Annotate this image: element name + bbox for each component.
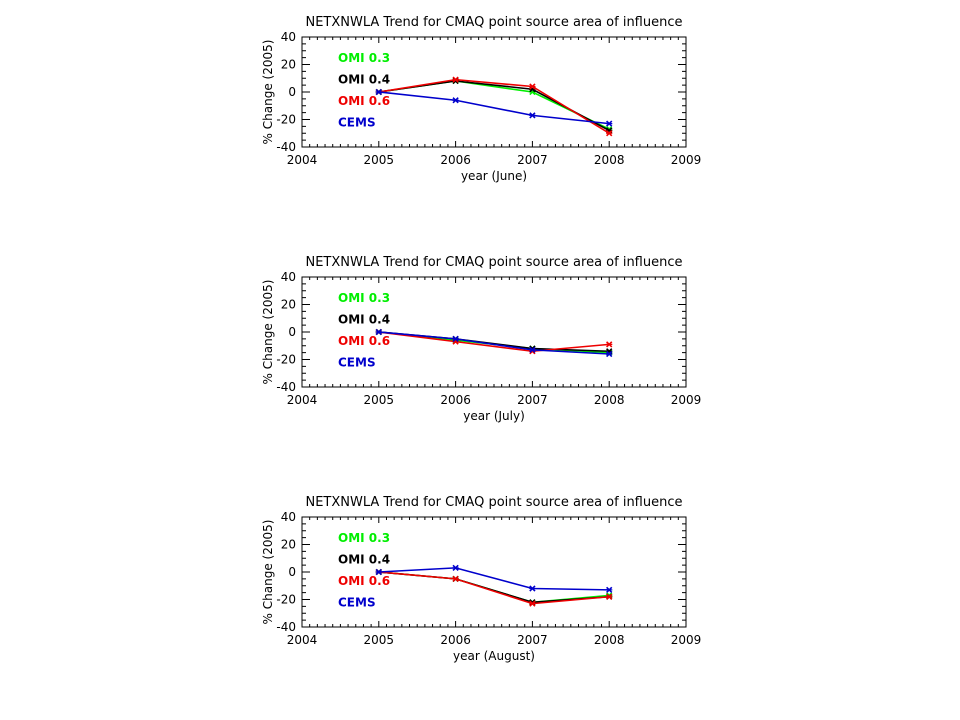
y-tick-label: -20 (276, 113, 296, 127)
legend-entry: OMI 0.4 (338, 313, 390, 327)
y-axis-label: % Change (2005) (261, 40, 275, 145)
y-tick-label: 20 (281, 538, 296, 552)
chart-title: NETXNWLA Trend for CMAQ point source are… (305, 255, 682, 270)
x-tick-label: 2004 (287, 393, 318, 407)
y-tick-label: -20 (276, 593, 296, 607)
y-tick-label: 0 (288, 85, 296, 99)
x-tick-label: 2009 (671, 393, 702, 407)
legend-entry: OMI 0.6 (338, 334, 390, 348)
x-tick-label: 2006 (440, 633, 471, 647)
x-tick-label: 2005 (364, 633, 395, 647)
series-line-cems (378, 91, 610, 125)
x-tick-label: 2005 (364, 153, 395, 167)
y-tick-label: 40 (281, 270, 296, 284)
chart-1: NETXNWLA Trend for CMAQ point source are… (261, 15, 701, 183)
y-tick-label: 40 (281, 30, 296, 44)
y-tick-label: 0 (288, 325, 296, 339)
y-tick-label: -40 (276, 140, 296, 154)
legend-entry: CEMS (338, 116, 376, 130)
data-point (375, 88, 382, 96)
x-tick-label: 2008 (594, 633, 625, 647)
data-point (606, 341, 613, 348)
y-tick-label: 20 (281, 298, 296, 312)
x-axis-label: year (August) (453, 649, 535, 663)
legend-entry: CEMS (338, 596, 376, 610)
data-point (606, 120, 613, 127)
data-point (452, 564, 459, 572)
x-tick-label: 2007 (517, 393, 548, 407)
y-tick-label: -40 (276, 620, 296, 634)
data-point (529, 346, 536, 354)
y-axis-label: % Change (2005) (261, 280, 275, 385)
legend-entry: OMI 0.4 (338, 553, 390, 567)
data-point (452, 97, 459, 104)
series-line-omi-0-3 (378, 571, 610, 604)
y-tick-label: 20 (281, 58, 296, 72)
data-point (606, 593, 613, 600)
legend-entry: OMI 0.4 (338, 73, 390, 87)
x-tick-label: 2009 (671, 153, 702, 167)
x-tick-label: 2004 (287, 153, 318, 167)
x-tick-label: 2004 (287, 633, 318, 647)
y-tick-label: 0 (288, 565, 296, 579)
x-tick-label: 2007 (517, 153, 548, 167)
series-line-omi-0-6 (378, 571, 610, 605)
x-axis-label: year (June) (461, 169, 527, 183)
legend-entry: OMI 0.3 (338, 51, 390, 65)
data-point (452, 76, 459, 83)
y-tick-label: -40 (276, 380, 296, 394)
x-tick-label: 2006 (440, 153, 471, 167)
data-point (529, 112, 536, 119)
chart-3: NETXNWLA Trend for CMAQ point source are… (261, 495, 701, 663)
x-tick-label: 2005 (364, 393, 395, 407)
series-line-cems (378, 567, 610, 591)
x-axis-label: year (July) (463, 409, 525, 423)
data-point (606, 130, 613, 137)
x-tick-label: 2008 (594, 393, 625, 407)
data-point (529, 600, 536, 607)
data-point (452, 335, 459, 343)
chart-2: NETXNWLA Trend for CMAQ point source are… (261, 255, 701, 423)
data-point (606, 586, 613, 594)
legend-entry: CEMS (338, 356, 376, 370)
series-line-omi-0-6 (378, 78, 610, 134)
x-tick-label: 2008 (594, 153, 625, 167)
y-tick-label: -20 (276, 353, 296, 367)
data-point (375, 328, 382, 336)
data-point (529, 83, 536, 90)
legend-entry: OMI 0.3 (338, 531, 390, 545)
data-point (452, 575, 459, 583)
series-line-omi-0-3 (378, 80, 610, 130)
series-line-omi-0-6 (378, 331, 610, 353)
series-line-cems (378, 331, 610, 355)
data-point (529, 585, 536, 592)
legend-entry: OMI 0.6 (338, 94, 390, 108)
legend-entry: OMI 0.6 (338, 574, 390, 588)
chart-title: NETXNWLA Trend for CMAQ point source are… (305, 15, 682, 30)
y-axis-label: % Change (2005) (261, 520, 275, 625)
x-tick-label: 2009 (671, 633, 702, 647)
y-tick-label: 40 (281, 510, 296, 524)
data-point (606, 350, 613, 358)
data-point (375, 568, 382, 576)
x-tick-label: 2006 (440, 393, 471, 407)
series-line-omi-0-4 (378, 80, 610, 132)
x-tick-label: 2007 (517, 633, 548, 647)
legend-entry: OMI 0.3 (338, 291, 390, 305)
chart-title: NETXNWLA Trend for CMAQ point source are… (305, 495, 682, 510)
